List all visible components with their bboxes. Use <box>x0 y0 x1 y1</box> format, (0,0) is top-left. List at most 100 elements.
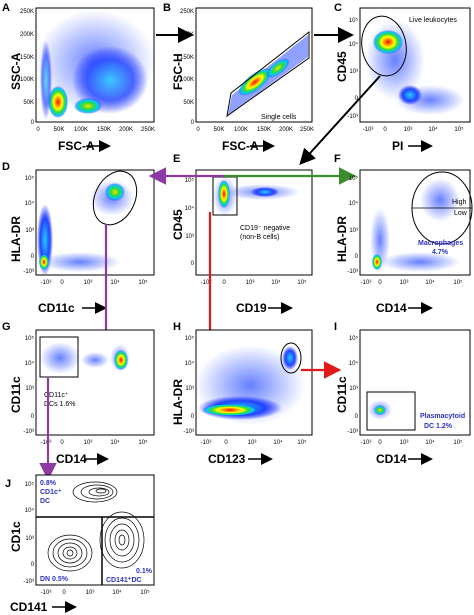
y-axis-label: FSC-H <box>171 53 185 90</box>
y-tick: 50K <box>23 100 34 106</box>
y-ticks: 10⁵ 10⁴ 10³ 0 <box>185 177 195 267</box>
x-ticks: -10³ 0 10³ 10⁴ 10⁵ <box>41 279 148 286</box>
panel-a: A SSC-A FSC-A 250K 200K 150K 100K 50K 0 … <box>2 2 155 153</box>
x-tick: 10⁴ <box>273 439 283 446</box>
density-plot <box>228 35 308 115</box>
y-ticks: 10⁵ 10⁴ 10³ 0 -10³ <box>347 175 358 275</box>
x-ticks: -10³ 0 10³ 10⁴ 10⁵ <box>361 439 463 446</box>
y-tick: 10⁵ <box>349 335 359 342</box>
pdc-gate <box>280 342 302 374</box>
density-plot <box>195 345 305 425</box>
y-tick: 0 <box>355 254 359 260</box>
x-ticks: 0 50K 100K 150K 200K 250K <box>36 127 155 133</box>
y-tick: 0 <box>355 414 359 420</box>
y-tick: 100K <box>180 77 194 83</box>
pdc-gate-box <box>366 391 416 431</box>
y-tick: -10³ <box>347 269 358 275</box>
x-tick: 150K <box>257 127 271 133</box>
x-tick: 0 <box>60 280 64 286</box>
q4-label-line2: CD141⁺DC <box>106 577 142 584</box>
y-ticks: 10⁵ 10⁴ 10³ 0 -10³ <box>183 335 194 435</box>
y-tick: 0 <box>31 562 35 568</box>
y-tick: -10³ <box>23 269 34 275</box>
x-ticks: -10³ 0 10³ 10⁴ 10⁵ <box>201 439 307 446</box>
y-tick: 10³ <box>25 386 34 392</box>
y-axis-label: CD45 <box>171 209 185 240</box>
x-tick: 10⁵ <box>138 439 148 446</box>
y-tick: 150K <box>20 55 34 61</box>
x-tick: -10³ <box>363 127 374 133</box>
x-tick: 0 <box>378 440 382 446</box>
y-tick: 10³ <box>349 386 358 392</box>
density-plot <box>370 178 460 272</box>
y-tick: -10³ <box>347 429 358 435</box>
y-ticks: 10⁵ 10⁴ 10³ 0 -10³ <box>23 175 34 275</box>
x-tick: 10⁵ <box>297 439 307 446</box>
gate-label-line1: Plasmacytoid <box>420 413 465 420</box>
x-axis-label: FSC-A <box>58 139 95 153</box>
density-plot <box>40 342 130 374</box>
x-axis-label: PI <box>392 139 403 153</box>
x-tick: 0 <box>62 590 66 596</box>
x-axis-label: CD19 <box>236 301 267 315</box>
density-plot <box>35 10 155 120</box>
y-tick: 10⁴ <box>185 360 195 367</box>
y-axis-label: CD1c <box>9 521 23 552</box>
cd11c-dc-gate <box>39 336 79 378</box>
x-axis-label: CD141 <box>10 600 48 614</box>
panel-letter: G <box>2 321 11 333</box>
x-tick: 10³ <box>400 280 409 286</box>
x-ticks: 0 50K 100K 150K 200K 250K <box>196 127 314 133</box>
y-axis-label: SSC-A <box>9 52 23 90</box>
panel-letter: B <box>163 2 171 14</box>
y-ticks: 10⁵ 10⁴ 10³ 0 -10³ <box>347 335 358 435</box>
x-tick: 100K <box>234 127 248 133</box>
y-tick: 0 <box>31 414 35 420</box>
x-tick: 10³ <box>84 440 93 446</box>
y-tick: 10⁵ <box>349 175 359 182</box>
gate-label-line2: DC 1.2% <box>424 423 453 430</box>
q4-label-line1: 0.1% <box>136 568 153 575</box>
x-tick: 0 <box>222 280 226 286</box>
x-tick: 0 <box>36 127 40 133</box>
y-tick: 0 <box>191 120 195 126</box>
y-tick: -10³ <box>23 579 34 585</box>
y-tick: -10³ <box>183 429 194 435</box>
y-tick: 10⁵ <box>185 177 195 184</box>
x-axis-label: CD14 <box>376 452 407 466</box>
panel-letter: H <box>173 321 181 333</box>
y-tick: 0 <box>191 414 195 420</box>
x-tick: 10⁵ <box>453 279 463 286</box>
x-tick: 10³ <box>246 280 255 286</box>
y-tick: 150K <box>180 55 194 61</box>
gate-label-line1: CD19⁻ negative <box>240 225 290 232</box>
x-tick: 10⁵ <box>453 439 463 446</box>
y-tick: 250K <box>180 9 194 15</box>
panel-letter: D <box>2 161 10 173</box>
panel-f: F High Low Macrophages 4.7% HLA-DR CD14 … <box>334 153 473 315</box>
panel-letter: I <box>334 321 337 333</box>
x-tick: 10³ <box>248 440 257 446</box>
y-axis-label: CD11c <box>335 376 349 413</box>
y-axis-label: HLA-DR <box>335 216 349 262</box>
gate-ellipse <box>92 170 138 226</box>
panel-e: E CD19⁻ negative (non-B cells) CD45 CD19… <box>171 153 313 315</box>
y-tick: 10⁴ <box>349 200 359 207</box>
x-tick: 0 <box>196 127 200 133</box>
y-tick: 10⁴ <box>185 205 195 212</box>
y-tick: 10⁴ <box>25 360 35 367</box>
panel-d: D HLA-DR CD11c 10⁵ 10⁴ 10³ 0 -10³ -10³ 0… <box>2 161 155 315</box>
y-axis-label: HLA-DR <box>171 379 185 425</box>
y-axis-label: CD45 <box>335 51 349 82</box>
x-tick: 10⁴ <box>112 589 122 596</box>
x-tick: 10³ <box>84 280 93 286</box>
panel-letter: A <box>2 2 10 14</box>
x-tick: 250K <box>300 127 314 133</box>
y-ticks: 250K 200K 150K 100K 50K 0 <box>180 9 195 126</box>
y-tick: 10⁴ <box>25 507 35 514</box>
x-tick: -10³ <box>41 280 52 286</box>
gate-label-line1: Macrophages <box>418 240 463 247</box>
arrow-c-to-e <box>299 75 381 165</box>
gate-label-line2: (non-B cells) <box>240 234 279 241</box>
